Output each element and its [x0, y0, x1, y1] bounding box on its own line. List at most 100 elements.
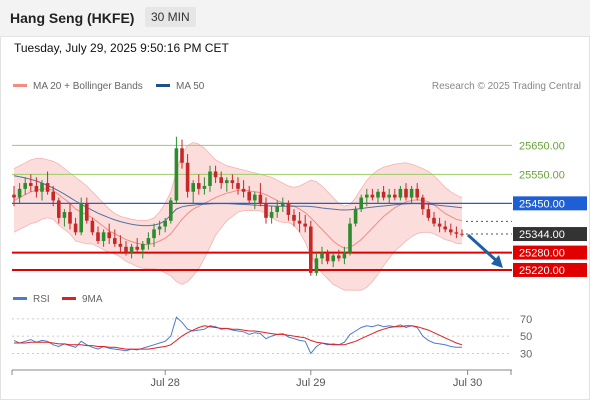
candle-body — [79, 203, 83, 233]
candle-body — [236, 183, 240, 189]
rsi-line — [13, 316, 462, 355]
candle-body — [365, 194, 369, 198]
candle-body — [152, 229, 156, 239]
candle-body — [73, 223, 78, 233]
candle-body — [180, 148, 184, 163]
rsi-tick-label: 30 — [520, 348, 532, 360]
candle-body — [398, 188, 403, 198]
candle-body — [174, 148, 179, 201]
rsi-tick-label: 70 — [520, 314, 532, 326]
candle-body — [219, 177, 223, 184]
candle-body — [387, 194, 391, 198]
last-price-label: 25344.00 — [519, 229, 565, 241]
candle-body — [90, 220, 95, 233]
support-label-box-1 — [513, 245, 587, 260]
candle-body — [454, 232, 459, 234]
candle-body — [163, 220, 167, 227]
candle-body — [169, 200, 173, 221]
candle-body — [443, 226, 447, 230]
projection-arrow-line — [466, 233, 501, 265]
candle-body — [269, 212, 274, 218]
candle-body — [202, 185, 207, 189]
ma50-line — [13, 175, 463, 227]
candle-body — [185, 162, 190, 192]
candle-body — [124, 246, 128, 253]
candle-body — [359, 197, 363, 210]
legend-rsi-swatch — [13, 296, 27, 300]
candle-body — [381, 191, 386, 198]
candle-body — [68, 212, 72, 224]
candle-body — [241, 188, 246, 192]
candle-body — [23, 183, 27, 189]
candle-body — [191, 183, 195, 192]
timeframe-badge[interactable]: 30 MIN — [145, 7, 196, 27]
rsi-ma-line — [14, 325, 463, 350]
candle-body — [213, 171, 218, 178]
candle-body — [421, 197, 425, 210]
legend-ma50-label: MA 50 — [176, 81, 205, 92]
candle-body — [141, 243, 145, 250]
candle-body — [460, 233, 464, 235]
support-label-2: 25220.00 — [519, 265, 565, 277]
legend-rsi-label: RSI — [33, 294, 50, 305]
candle-body — [225, 180, 229, 184]
candle-body — [51, 191, 55, 201]
candle-body — [432, 217, 436, 224]
candle-body — [331, 255, 335, 262]
legend-rsi-ma-swatch — [62, 296, 76, 300]
candle-body — [353, 209, 358, 224]
candle-body — [437, 223, 442, 227]
candle-body — [62, 212, 67, 218]
candle-body — [376, 191, 380, 198]
candles — [12, 136, 464, 276]
x-axis-label: Jul 28 — [151, 377, 180, 389]
candle-body — [101, 232, 106, 241]
last-price-box — [513, 227, 587, 242]
rsi-tick-label: 50 — [520, 331, 532, 343]
candle-body — [370, 194, 375, 198]
chart-header: Hang Seng (HKFE) 30 MIN — [0, 0, 590, 37]
candle-body — [449, 229, 453, 233]
resistance-label-1: 25650.00 — [519, 140, 565, 152]
candle-body — [12, 194, 16, 198]
candle-body — [264, 203, 268, 218]
candle-body — [337, 255, 341, 259]
candle-body — [146, 238, 151, 244]
candle-body — [303, 223, 307, 227]
candle-body — [34, 185, 39, 192]
candle-body — [45, 183, 50, 192]
projection-arrow-head — [491, 254, 503, 268]
candle-body — [197, 183, 201, 189]
support-label-box-2 — [513, 262, 587, 277]
candle-body — [325, 252, 330, 262]
candle-body — [275, 206, 279, 213]
candle-body — [96, 232, 100, 241]
candle-body — [253, 194, 257, 201]
chart-datetime: Tuesday, July 29, 2025 9:50:16 PM CET — [14, 41, 229, 55]
candle-body — [85, 203, 89, 221]
bollinger-upper-line — [13, 142, 463, 222]
legend-ma50-swatch — [156, 83, 170, 87]
candle-body — [286, 203, 291, 215]
legend-ma50: MA 50 — [156, 81, 204, 92]
candle-body — [314, 258, 319, 273]
legend-bb-label: MA 20 + Bollinger Bands — [33, 81, 143, 92]
candle-body — [342, 252, 347, 259]
candle-body — [348, 223, 352, 253]
resistance-label-box-3 — [513, 196, 587, 211]
research-credit: Research © 2025 Trading Central — [431, 81, 581, 92]
bollinger-lower-line — [13, 209, 463, 291]
candle-body — [230, 180, 235, 184]
instrument-title: Hang Seng (HKFE) — [10, 10, 135, 26]
candle-body — [292, 214, 296, 221]
candle-body — [409, 188, 414, 198]
candle-body — [404, 188, 408, 198]
legend-rsi-ma-label: 9MA — [82, 294, 103, 305]
resistance-label-2: 25550.00 — [519, 169, 565, 181]
candle-body — [320, 252, 324, 259]
candle-body — [129, 246, 134, 253]
candle-body — [29, 183, 33, 186]
candle-body — [57, 200, 61, 218]
legend-bb-swatch — [13, 83, 27, 87]
